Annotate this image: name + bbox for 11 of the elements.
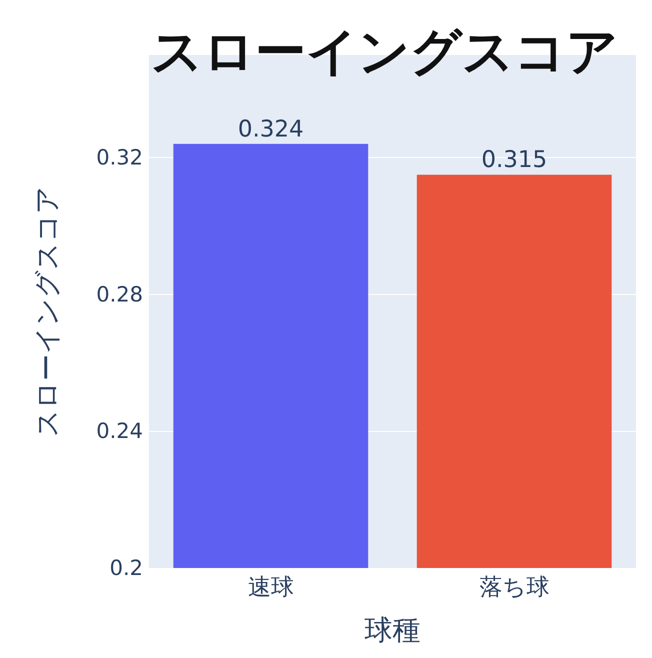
x-axis-title: 球種 <box>364 614 420 646</box>
y-tick-label: 0.2 <box>110 556 143 580</box>
y-axis-title: スローイングスコア <box>32 186 63 437</box>
y-tick-label: 0.28 <box>96 282 143 306</box>
data-label: 0.315 <box>481 147 548 174</box>
data-label: 0.324 <box>238 116 304 142</box>
y-tick-label: 0.24 <box>96 419 143 444</box>
x-tick-label: 速球 <box>248 574 294 600</box>
x-tick-label: 落ち球 <box>479 574 550 600</box>
y-tick-label: 0.32 <box>96 146 143 170</box>
chart-title: スローイングスコア <box>151 23 618 82</box>
